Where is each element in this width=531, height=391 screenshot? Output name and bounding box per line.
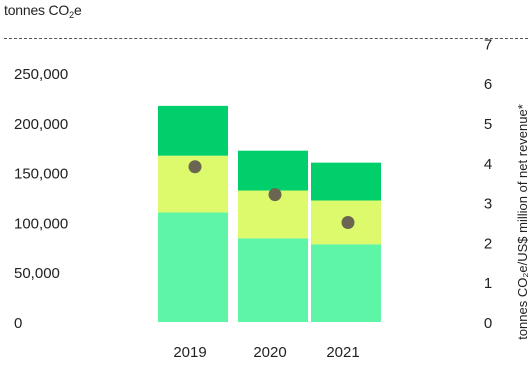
x-tick-label: 2021 bbox=[326, 344, 359, 361]
right-tick-label: 5 bbox=[484, 116, 492, 133]
bar-segment bbox=[238, 150, 308, 191]
right-tick-label: 7 bbox=[484, 36, 492, 53]
right-tick-label: 1 bbox=[484, 275, 492, 292]
right-axis-label: tonnes CO₂e/US$ million of net revenue* bbox=[515, 104, 530, 340]
bars bbox=[158, 105, 381, 322]
left-tick-label: 150,000 bbox=[14, 166, 68, 183]
bar-segment bbox=[158, 105, 228, 156]
right-tick-label: 4 bbox=[484, 156, 492, 173]
intensity-marker bbox=[341, 216, 355, 229]
intensity-marker bbox=[188, 160, 202, 174]
left-axis-ticks: 0 50,000 100,000 150,000 200,000 250,000 bbox=[14, 66, 68, 332]
right-axis-ticks: 0 1 2 3 4 5 6 7 bbox=[484, 36, 492, 332]
unit-label-suffix: e bbox=[73, 2, 82, 18]
bar-segment bbox=[158, 212, 228, 322]
left-tick-label: 250,000 bbox=[14, 66, 68, 83]
right-tick-label: 3 bbox=[484, 196, 492, 213]
bar-segment bbox=[311, 162, 381, 201]
unit-label-subscript: 2 bbox=[69, 10, 74, 20]
x-tick-label: 2019 bbox=[173, 344, 206, 361]
dashed-divider bbox=[4, 38, 528, 39]
bar-segment bbox=[238, 238, 308, 322]
right-tick-label: 2 bbox=[484, 235, 492, 252]
right-tick-label: 6 bbox=[484, 76, 492, 93]
unit-label-main: tonnes CO bbox=[4, 2, 70, 18]
x-tick-label: 2020 bbox=[253, 344, 286, 361]
intensity-marker bbox=[268, 188, 282, 202]
left-tick-label: 100,000 bbox=[14, 215, 68, 232]
left-tick-label: 200,000 bbox=[14, 116, 68, 133]
left-tick-label: 0 bbox=[14, 315, 22, 332]
bar-segment bbox=[311, 244, 381, 322]
left-tick-label: 50,000 bbox=[14, 265, 60, 282]
unit-label: tonnes CO2e bbox=[4, 2, 82, 20]
right-tick-label: 0 bbox=[484, 315, 492, 332]
x-axis-ticks: 2019 2020 2021 bbox=[173, 344, 359, 361]
intensity-markers bbox=[188, 160, 355, 229]
